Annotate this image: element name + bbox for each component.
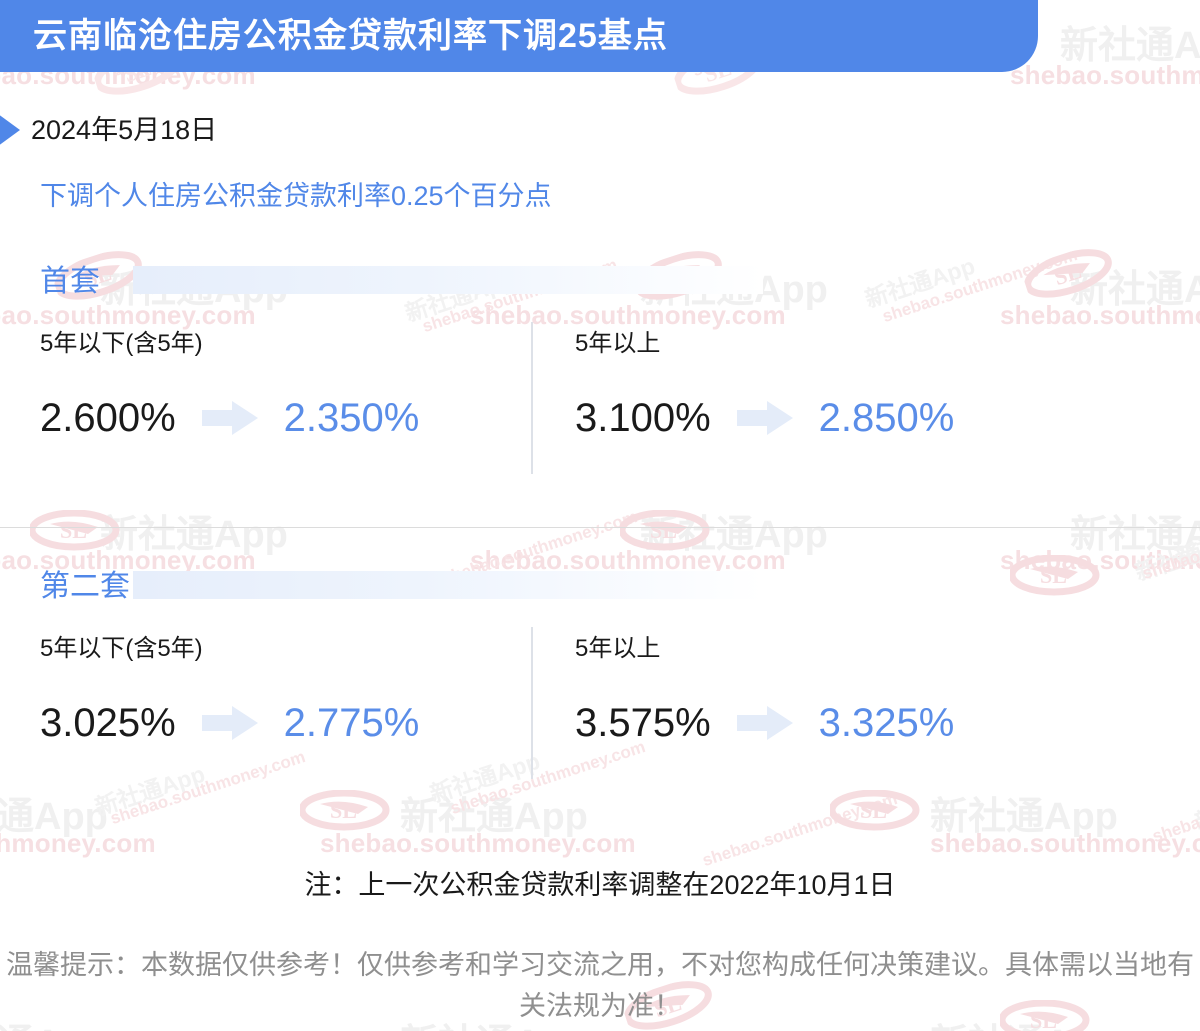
section-label: 第二套 — [40, 570, 130, 603]
old-rate: 2.600% — [40, 396, 176, 440]
footnote: 注：上一次公积金贷款利率调整在2022年10月1日 — [304, 870, 896, 900]
effective-date-row: 2024年5月18日 — [0, 105, 217, 155]
rate-column: 5年以下(含5年) 3.025% 2.775% — [40, 609, 419, 749]
new-rate: 2.775% — [283, 701, 420, 745]
subtitle: 下调个人住房公积金贷款利率0.25个百分点 — [40, 181, 552, 211]
rate-change-row: 2.600% 2.350% — [40, 392, 419, 444]
section-header-bar — [133, 266, 763, 294]
new-rate: 3.325% — [818, 701, 955, 745]
effective-date: 2024年5月18日 — [31, 114, 218, 145]
new-rate: 2.350% — [283, 396, 420, 440]
section-header: 首套 — [0, 262, 1200, 304]
old-rate: 3.025% — [40, 701, 176, 745]
arrow-right-icon — [736, 401, 793, 435]
page-title: 云南临沧住房公积金贷款利率下调25基点 — [33, 17, 668, 55]
section-divider — [0, 527, 1200, 528]
triangle-marker-icon — [0, 111, 20, 149]
rate-column: 5年以上 3.575% 3.325% — [575, 609, 954, 749]
old-rate: 3.575% — [575, 701, 711, 745]
term-label: 5年以下(含5年) — [40, 635, 203, 662]
rate-change-row: 3.575% 3.325% — [575, 697, 954, 749]
term-label: 5年以上 — [575, 635, 661, 662]
rate-column: 5年以下(含5年) 2.600% 2.350% — [40, 304, 419, 444]
section-label: 首套 — [40, 265, 100, 298]
section-columns: 5年以下(含5年) 3.025% 2.775% 5年以上 3.575% — [0, 609, 1200, 799]
column-divider — [531, 627, 533, 779]
term-label: 5年以上 — [575, 330, 661, 357]
new-rate: 2.850% — [818, 396, 955, 440]
section-columns: 5年以下(含5年) 2.600% 2.350% 5年以上 3.100% — [0, 304, 1200, 494]
rate-change-row: 3.025% 2.775% — [40, 697, 419, 749]
arrow-right-icon — [201, 706, 258, 740]
arrow-right-icon — [736, 706, 793, 740]
rate-column: 5年以上 3.100% 2.850% — [575, 304, 954, 444]
section-first-home: 首套 5年以下(含5年) 2.600% 2.350% 5年以上 — [0, 262, 1200, 494]
disclaimer: 温馨提示：本数据仅供参考！仅供参考和学习交流之用，不对您构成任何决策建议。具体需… — [6, 950, 1194, 1021]
column-divider — [531, 322, 533, 474]
arrow-right-icon — [201, 401, 258, 435]
term-label: 5年以下(含5年) — [40, 330, 203, 357]
section-header: 第二套 — [0, 567, 1200, 609]
section-second-home: 第二套 5年以下(含5年) 3.025% 2.775% 5年以上 — [0, 567, 1200, 799]
rate-change-row: 3.100% 2.850% — [575, 392, 954, 444]
header-banner: 云南临沧住房公积金贷款利率下调25基点 — [0, 0, 1038, 72]
section-header-bar — [133, 571, 763, 599]
old-rate: 3.100% — [575, 396, 711, 440]
